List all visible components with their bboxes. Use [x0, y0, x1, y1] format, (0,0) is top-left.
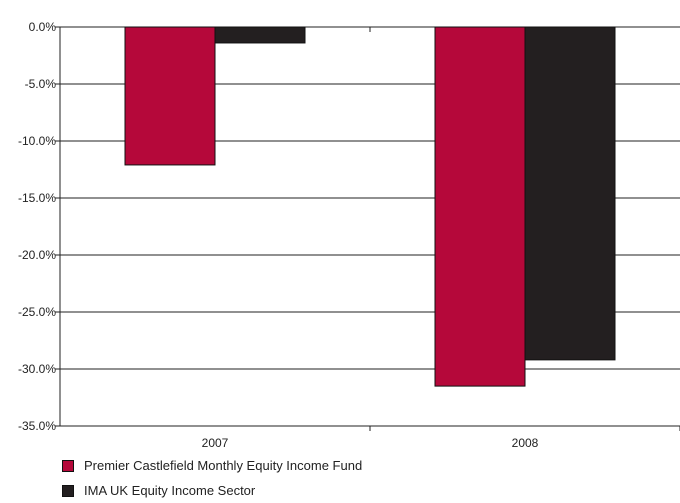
y-tick-labels: 0.0% -5.0% -10.0% -15.0% -20.0% -25.0% -30.0% -…	[18, 20, 56, 433]
bar-sector-2008	[524, 26, 616, 361]
axes	[55, 26, 680, 431]
y-tick-label: -30.0%	[18, 362, 56, 376]
legend-swatch-sector	[62, 484, 74, 497]
bar-chart: 0.0% -5.0% -10.0% -15.0% -20.0% -25.0% -30.0% -…	[18, 20, 680, 450]
y-tick-label: -25.0%	[18, 305, 56, 319]
y-tick-label: -35.0%	[18, 419, 56, 433]
legend-label-fund: Premier Castlefield Monthly Equity Incom…	[84, 458, 363, 473]
legend-swatch-fund	[62, 459, 74, 472]
x-tick-label: 2007	[202, 436, 229, 450]
x-tick-labels: 2007 2008	[202, 436, 539, 450]
y-tick-label: -10.0%	[18, 134, 56, 148]
legend-label-sector: IMA UK Equity Income Sector	[84, 483, 256, 498]
bars	[124, 26, 616, 387]
bar-fund-2007	[124, 26, 216, 166]
y-tick-label: -5.0%	[25, 77, 57, 91]
y-tick-label: 0.0%	[29, 20, 57, 34]
legend-item-sector: IMA UK Equity Income Sector	[62, 483, 255, 498]
legend-item-fund: Premier Castlefield Monthly Equity Incom…	[62, 458, 362, 473]
bar-fund-2008	[434, 26, 526, 387]
y-tick-label: -15.0%	[18, 191, 56, 205]
bar-sector-2007	[214, 26, 306, 44]
y-tick-label: -20.0%	[18, 248, 56, 262]
x-tick-label: 2008	[512, 436, 539, 450]
